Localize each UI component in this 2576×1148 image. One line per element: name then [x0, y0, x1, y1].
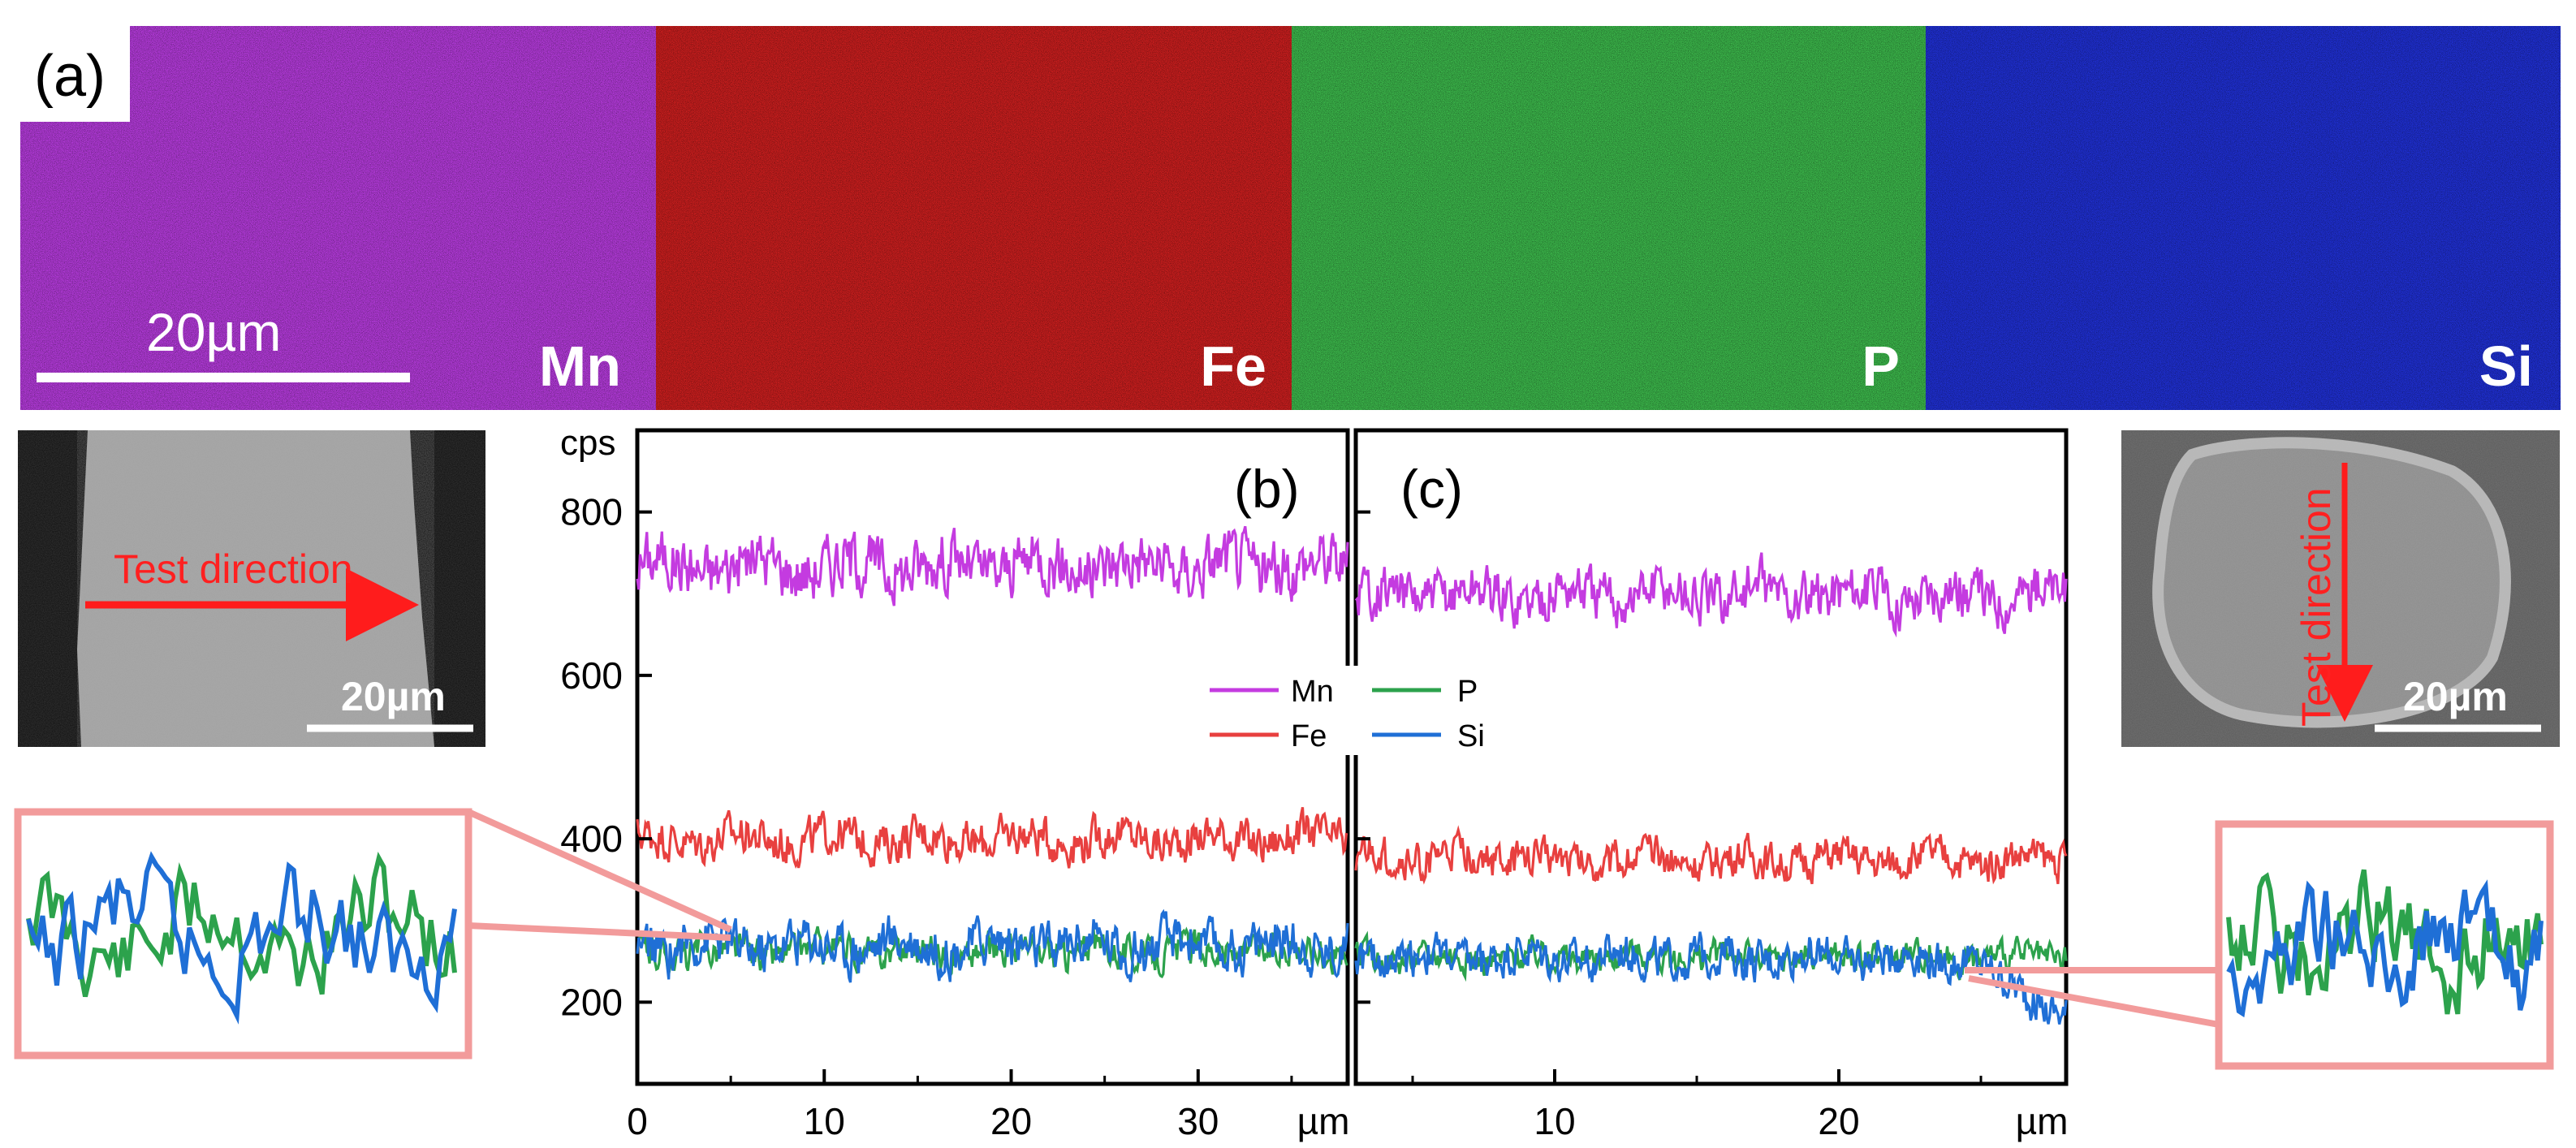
- x-tick-label: 20: [990, 1100, 1032, 1142]
- map-p: [1292, 26, 1926, 410]
- inset-line-si: [2226, 879, 2544, 1018]
- legend: Mn P Fe Si: [1200, 666, 1512, 755]
- chart-frame: [1353, 428, 2069, 1086]
- sem-scale-text-right: 20µm: [2403, 674, 2508, 719]
- map-si: [1926, 26, 2561, 410]
- sem-scale-text-left: 20µm: [341, 674, 446, 719]
- series-line-si: [1354, 931, 2068, 1025]
- series-line-mn: [636, 525, 1349, 606]
- legend-label-fe: Fe: [1291, 719, 1327, 753]
- panel-a-label: (a): [34, 44, 106, 109]
- inset-line-p: [2226, 869, 2544, 1015]
- map-label-mn: Mn: [539, 334, 621, 398]
- x-tick-label: 10: [804, 1100, 845, 1142]
- sem-image-right: Test direction 20µm: [2121, 430, 2560, 747]
- inset-left: [14, 808, 732, 1060]
- x-tick-label: 30: [1177, 1100, 1219, 1142]
- y-axis-label-cps: cps: [560, 423, 615, 463]
- map-label-p: P: [1862, 334, 1900, 398]
- map-scale-text: 20µm: [146, 302, 281, 362]
- map-fe: [656, 26, 1292, 410]
- series-line-fe: [1354, 825, 2068, 885]
- x-tick-label: 0: [627, 1100, 648, 1142]
- map-label-fe: Fe: [1200, 334, 1266, 398]
- y-tick-label: 200: [560, 981, 623, 1023]
- x-tick-label: 20: [1818, 1100, 1859, 1142]
- x-axis-unit: µm: [2016, 1100, 2069, 1142]
- panel-c-label: (c): [1400, 459, 1463, 519]
- y-tick-label: 800: [560, 491, 623, 533]
- legend-label-mn: Mn: [1291, 675, 1334, 709]
- chart-c: 10 20 µm: [1353, 428, 2069, 1142]
- x-axis-unit: µm: [1297, 1100, 1350, 1142]
- panel-b-label: (b): [1234, 459, 1300, 519]
- inset-right: [1965, 820, 2554, 1070]
- legend-label-si: Si: [1457, 719, 1485, 753]
- y-tick-label: 400: [560, 818, 623, 860]
- eds-map-strip: (a) 20µm Mn Fe P Si: [20, 26, 2561, 410]
- sem-image-left: Test direction 20µm: [18, 430, 485, 747]
- chart-b: 0 10 20 30 µm 200 400 600 800: [560, 428, 1350, 1142]
- x-tick-label: 10: [1534, 1100, 1575, 1142]
- y-tick-label: 600: [560, 654, 623, 697]
- series-line-fe: [636, 806, 1348, 870]
- map-label-si: Si: [2479, 334, 2533, 398]
- chart-frame: [635, 428, 1350, 1086]
- test-direction-text-left: Test direction: [114, 546, 353, 592]
- legend-label-p: P: [1457, 675, 1478, 709]
- inset-line-si: [26, 851, 457, 1025]
- test-direction-text-right: Test direction: [2293, 487, 2339, 727]
- series-line-mn: [1354, 552, 2068, 638]
- panel-a-label-box: [20, 26, 130, 122]
- series-line-si: [636, 908, 1349, 983]
